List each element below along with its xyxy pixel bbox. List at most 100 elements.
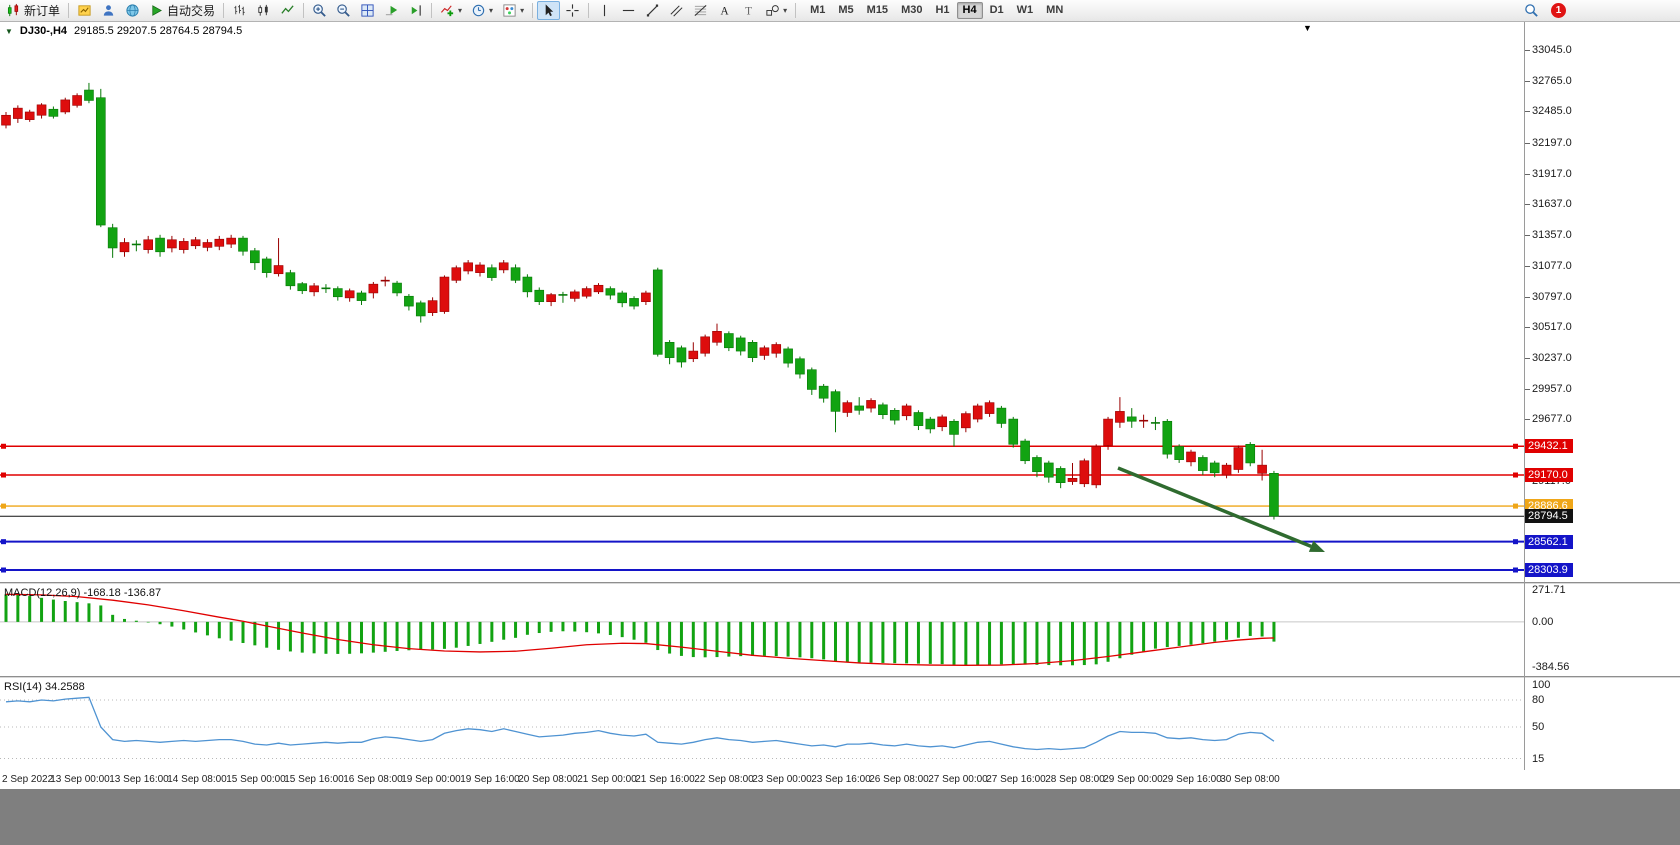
main-chart-canvas[interactable] — [0, 21, 1524, 583]
rsi-pane-canvas[interactable] — [0, 678, 1524, 770]
auto-scroll-button[interactable] — [380, 1, 403, 20]
terminal-button[interactable] — [121, 1, 144, 20]
text-tool-button[interactable]: A — [713, 1, 736, 20]
candle — [664, 341, 675, 358]
macd-pane-canvas[interactable] — [0, 584, 1524, 676]
symbol-dropdown-icon[interactable]: ▼ — [5, 26, 13, 36]
price-axis[interactable]: 29432.1 29170.0 28886.6 28794.5 28562.1 28303… — [1524, 21, 1680, 770]
navigator-icon — [103, 5, 114, 16]
trend-arrow-head[interactable] — [1308, 540, 1325, 552]
auto-trading-button[interactable]: 自动交易 — [145, 1, 219, 20]
search-button[interactable] — [1520, 1, 1543, 20]
candle — [854, 405, 865, 411]
notification-badge[interactable]: 1 — [1551, 3, 1566, 18]
chart-title: ▼ DJ30-,H4 29185.5 29207.5 28764.5 28794… — [5, 25, 242, 37]
candle — [961, 413, 971, 429]
level-handle[interactable] — [1, 443, 6, 449]
shapes-tool-button[interactable]: ▾ — [761, 1, 791, 20]
time-axis-label: 16 Sep 08:00 — [343, 774, 403, 785]
tf-M30[interactable]: M30 — [901, 4, 923, 16]
time-axis-label: 21 Sep 16:00 — [635, 774, 695, 785]
trend-arrow[interactable] — [1117, 466, 1312, 548]
price-tick: 29957.0 — [1525, 382, 1572, 395]
tf-M5[interactable]: M5 — [838, 4, 854, 16]
navigator-button[interactable] — [97, 1, 120, 20]
chart-shift-button[interactable] — [404, 1, 427, 20]
candle — [498, 262, 509, 271]
level-handle[interactable] — [1, 503, 6, 509]
trendline-tool-button[interactable] — [641, 1, 664, 20]
zoom-out-button[interactable] — [332, 1, 355, 20]
tf-M1[interactable]: M1 — [810, 4, 826, 16]
tile-windows-button[interactable] — [356, 1, 379, 20]
pane-splitter[interactable] — [0, 676, 1680, 678]
tf-H1[interactable]: H1 — [935, 4, 950, 16]
time-axis-label: 21 Sep 00:00 — [577, 774, 637, 785]
candle — [155, 237, 165, 253]
chart-shift-marker[interactable]: ▼ — [1303, 23, 1312, 33]
market-watch-button[interactable] — [73, 1, 96, 20]
periods-button[interactable]: ▾ — [467, 1, 497, 20]
time-axis[interactable]: 2 Sep 2022 13 Sep 00:00 13 Sep 16:00 14 Sep… — [0, 770, 1680, 789]
channel-tool-button[interactable] — [665, 1, 688, 20]
level-handle[interactable] — [1, 472, 6, 478]
hline-tool-button[interactable] — [617, 1, 640, 20]
price-level-label[interactable]: 28303.9 — [1525, 563, 1573, 577]
line-chart-button[interactable] — [276, 1, 299, 20]
dropdown-caret-icon: ▾ — [489, 5, 494, 15]
candle — [36, 104, 47, 116]
vline-tool-button[interactable] — [593, 1, 616, 20]
fibonacci-tool-button[interactable] — [689, 1, 712, 20]
tf-W1[interactable]: W1 — [1016, 4, 1034, 16]
candle — [1008, 418, 1019, 445]
price-level-label[interactable]: 28562.1 — [1525, 534, 1573, 549]
level-handle[interactable] — [1513, 443, 1518, 449]
market-watch-icon — [78, 5, 91, 16]
candle — [24, 111, 35, 120]
new-order-button[interactable]: 新订单 — [2, 1, 64, 20]
level-handle[interactable] — [1513, 567, 1518, 573]
candle — [226, 237, 236, 245]
candle — [1103, 418, 1113, 446]
svg-text:A: A — [721, 6, 730, 18]
tf-H4[interactable]: H4 — [956, 2, 983, 19]
level-handle[interactable] — [1513, 539, 1518, 545]
cursor-tool-button[interactable] — [537, 1, 561, 20]
candle — [1245, 443, 1256, 464]
label-tool-button[interactable]: T — [737, 1, 760, 20]
level-handle[interactable] — [1, 539, 6, 545]
tf-D1[interactable]: D1 — [989, 4, 1004, 16]
candle — [1186, 451, 1196, 463]
dropdown-caret-icon: ▾ — [458, 5, 463, 15]
candle — [451, 267, 462, 281]
zoom-in-icon — [313, 4, 326, 17]
candle — [214, 238, 225, 247]
tf-M15[interactable]: M15 — [866, 4, 889, 16]
candle — [1, 114, 11, 126]
shapes-icon — [766, 5, 779, 16]
candlestick-chart-button[interactable] — [252, 1, 275, 20]
level-handle[interactable] — [1513, 472, 1518, 478]
templates-button[interactable]: ▾ — [498, 1, 528, 20]
macd-axis-tick: 271.71 — [1532, 584, 1566, 596]
time-axis-label: 19 Sep 16:00 — [460, 774, 520, 785]
bar-chart-button[interactable] — [228, 1, 251, 20]
level-handle[interactable] — [1513, 503, 1518, 509]
level-handle[interactable] — [1, 567, 6, 573]
tf-MN[interactable]: MN — [1046, 4, 1064, 16]
candle — [783, 348, 793, 364]
indicators-button[interactable]: ▾ — [436, 1, 466, 20]
zoom-in-button[interactable] — [308, 1, 331, 20]
pane-splitter[interactable] — [0, 582, 1680, 584]
price-level-label[interactable]: 28794.5 — [1525, 509, 1573, 524]
candle — [1209, 462, 1220, 474]
crosshair-tool-button[interactable] — [561, 1, 584, 20]
candle — [178, 241, 189, 250]
cursor-icon — [545, 4, 554, 17]
price-level-label[interactable]: 29170.0 — [1525, 468, 1573, 482]
candle — [735, 337, 746, 352]
time-axis-label: 15 Sep 00:00 — [226, 774, 286, 785]
candle — [712, 331, 722, 343]
price-level-label[interactable]: 29432.1 — [1525, 439, 1573, 454]
